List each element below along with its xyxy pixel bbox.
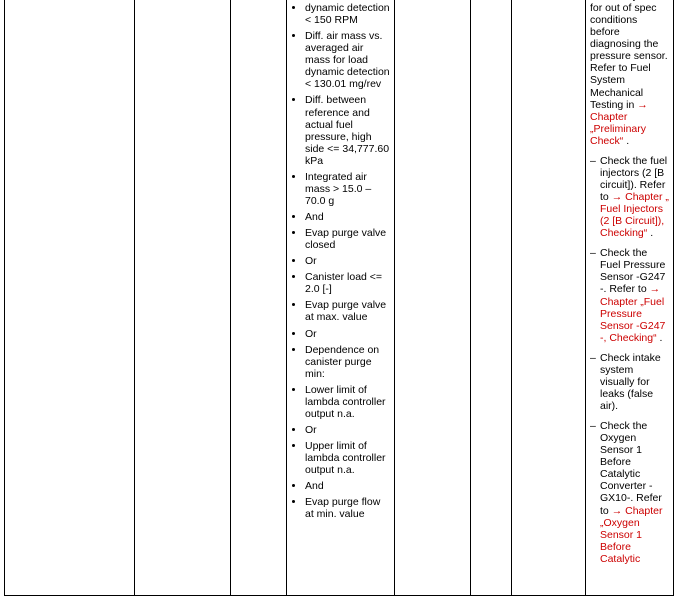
- col-4-enable-conditions: dynamic detection < 150 RPM Diff. air ma…: [287, 0, 395, 596]
- col-2: [135, 0, 231, 596]
- col-8-diagnostic-procedure: the fuel system for out of spec conditio…: [586, 0, 674, 596]
- page-fragment: { "layout": { "width_px": 677, "height_p…: [0, 0, 677, 596]
- diagnostic-table: dynamic detection < 150 RPM Diff. air ma…: [4, 0, 674, 596]
- list-item: Check the Fuel Pressure Sensor -G247 -. …: [590, 247, 669, 344]
- list-item: Evap purge flow at min. value: [305, 496, 390, 520]
- list-item: Or: [305, 424, 390, 436]
- list-item: And: [305, 480, 390, 492]
- step-text: Check the Oxygen Sensor 1 Before Catalyt…: [600, 420, 662, 516]
- col-1: [5, 0, 135, 596]
- list-item: Check intake system visually for leaks (…: [590, 352, 669, 412]
- list-item: Check the Oxygen Sensor 1 Before Catalyt…: [590, 420, 669, 565]
- table-row: dynamic detection < 150 RPM Diff. air ma…: [5, 0, 674, 596]
- list-item: Check the fuel injectors (2 [B circuit])…: [590, 155, 669, 239]
- step-text: the fuel system for out of spec conditio…: [590, 0, 668, 111]
- list-item: Diff. air mass vs. averaged air mass for…: [305, 30, 390, 90]
- list-item: And: [305, 211, 390, 223]
- col-7: [512, 0, 586, 596]
- list-item: Or: [305, 255, 390, 267]
- list-item: Upper limit of lambda controller output …: [305, 440, 390, 476]
- diagnostic-steps-list: the fuel system for out of spec conditio…: [590, 0, 669, 565]
- list-item: Lower limit of lambda controller output …: [305, 384, 390, 420]
- list-item: Evap purge valve closed: [305, 227, 390, 251]
- list-item: Or: [305, 328, 390, 340]
- step-text: .: [626, 135, 629, 147]
- col-3: [231, 0, 287, 596]
- list-item: Diff. between reference and actual fuel …: [305, 94, 390, 166]
- col-5: [395, 0, 471, 596]
- col-6: [471, 0, 512, 596]
- list-item: Evap purge valve at max. value: [305, 299, 390, 323]
- list-item: Integrated air mass > 15.0 – 70.0 g: [305, 171, 390, 207]
- enable-conditions-list: dynamic detection < 150 RPM Diff. air ma…: [291, 2, 390, 520]
- list-item: Canister load <= 2.0 [-]: [305, 271, 390, 295]
- step-text: .: [660, 332, 663, 344]
- list-item: dynamic detection < 150 RPM: [305, 2, 390, 26]
- step-text: .: [650, 227, 653, 239]
- list-item: Dependence on canister purge min:: [305, 344, 390, 380]
- step-text: Check intake system visually for leaks (…: [600, 352, 661, 412]
- list-item: the fuel system for out of spec conditio…: [590, 0, 669, 147]
